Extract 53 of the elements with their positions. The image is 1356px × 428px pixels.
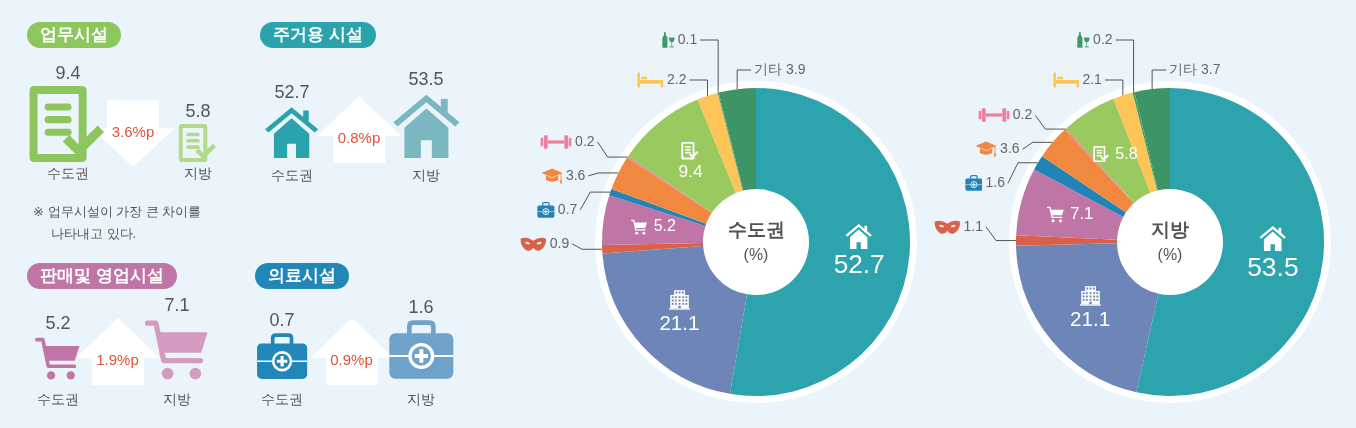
text: 1.9%p [96,350,139,368]
text: (%) [1157,246,1183,264]
category-label: 수도권 [271,167,313,185]
slice-label: 기타 [1169,60,1198,77]
slice-label: 기타 [754,60,783,77]
category-label: 지방 [163,391,191,409]
data-label: 21.1 [659,310,700,334]
data-label: 5.2 [653,217,676,235]
data-label: 1.6 [985,174,1006,191]
data-label: 21.1 [1070,306,1111,330]
data-label: 2.1 [1082,70,1103,87]
data-label: 9.4 [55,62,81,84]
data-label: 2.2 [667,70,687,87]
data-label: 52.7 [833,249,885,280]
data-label: 0.7 [557,200,578,217]
data-label: 5.2 [45,312,71,334]
data-label: 0.7 [269,309,295,331]
data-label: 53.5 [408,68,444,90]
text: 의료시설 [255,263,349,289]
data-label: 0.1 [677,30,698,47]
category-label: 수도권 [47,165,89,183]
data-label: 5.8 [185,100,211,122]
category-label: 지방 [407,391,435,409]
data-label: 0.2 [1093,30,1113,47]
text: 0.8%p [337,128,381,146]
data-label: 3.9 [786,60,806,77]
data-label: 0.9 [549,234,570,251]
data-label: 7.1 [1070,204,1094,224]
text: 업무시설 [27,22,121,48]
data-label: 3.7 [1201,60,1221,77]
category-label: 지방 [184,165,212,183]
data-label: 3.6 [1000,140,1020,157]
text: 판매및 영업시설 [27,263,177,289]
text: 주거용 시설 [260,22,376,48]
text: 지방 [1151,218,1189,242]
data-label: 1.6 [408,296,434,318]
text: 3.6%p [111,122,155,140]
text: 수도권 [727,218,785,242]
category-label: 수도권 [261,391,303,409]
data-label: 53.5 [1247,251,1299,282]
data-label: 0.2 [1012,106,1033,123]
data-label: 9.4 [678,161,703,182]
data-label: 5.8 [1115,143,1138,162]
category-label: 지방 [412,167,440,185]
data-label: 7.1 [164,294,190,316]
text: ※ 업무시설이 가장 큰 차이를 나타내고 있다. [33,203,203,243]
data-label: 3.6 [565,166,586,183]
text: 0.9%p [330,350,373,368]
data-label: 52.7 [274,81,310,103]
text: (%) [743,246,769,264]
data-label: 0.2 [575,132,595,149]
data-label: 1.1 [963,217,984,234]
category-label: 수도권 [37,391,79,409]
